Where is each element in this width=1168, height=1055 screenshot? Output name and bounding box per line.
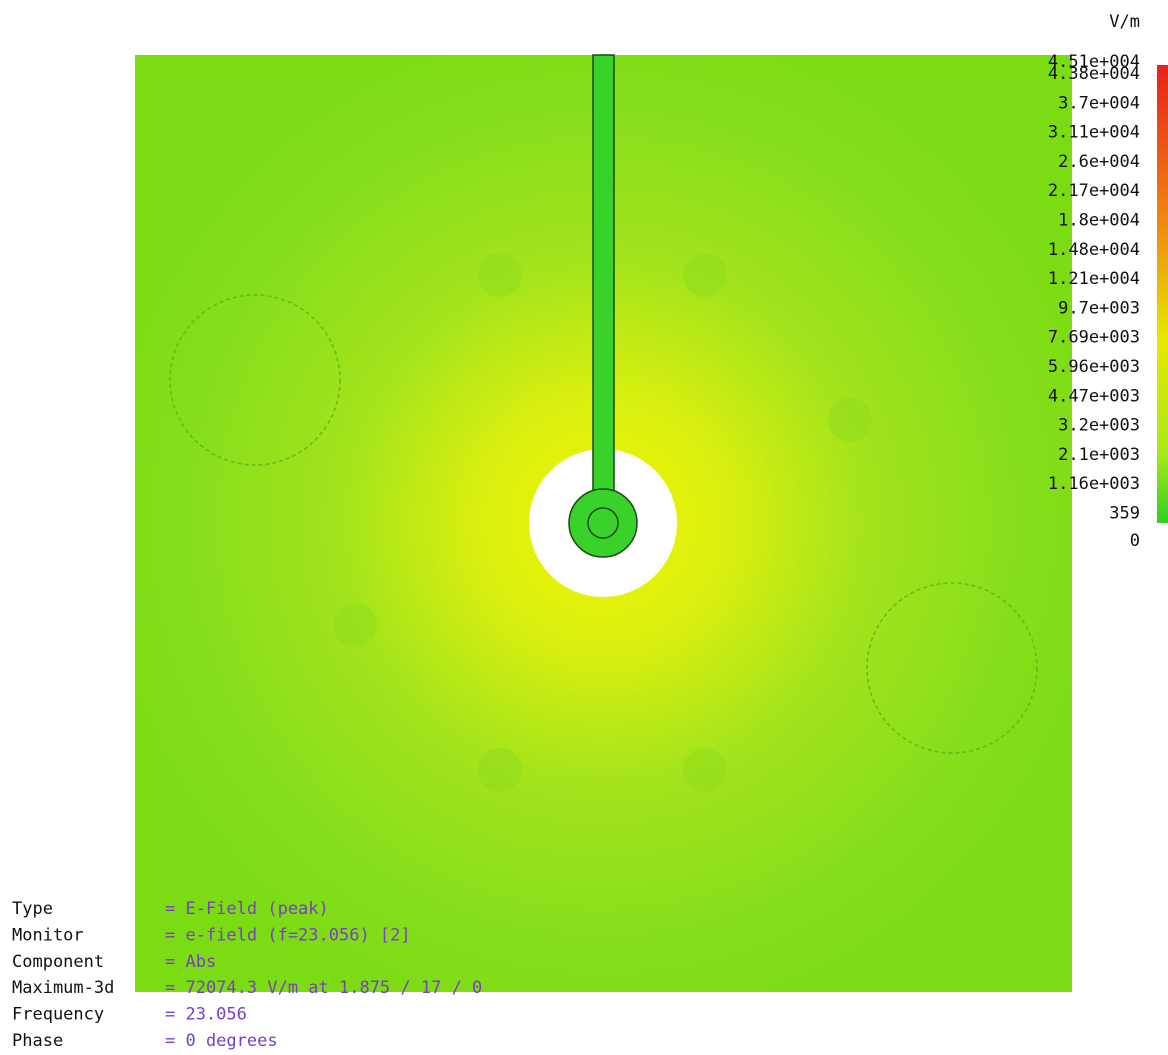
colorbar-label: 0 xyxy=(1130,531,1140,551)
colorbar-label: 3.11e+004 xyxy=(1048,123,1140,143)
colorbar-label: 4.38e+004 xyxy=(1048,64,1140,84)
feed-via xyxy=(587,507,619,539)
colorbar-label: 1.16e+003 xyxy=(1048,474,1140,494)
colorbar-label: 1.8e+004 xyxy=(1058,211,1140,231)
colorbar-unit: V/m xyxy=(1109,12,1140,32)
info-key: Monitor xyxy=(12,925,84,945)
dielectric-holes xyxy=(169,294,1038,754)
info-key: Maximum-3d xyxy=(12,978,114,998)
colorbar xyxy=(1157,65,1168,523)
colorbar-label: 359 xyxy=(1109,504,1140,524)
colorbar-label: 3.2e+003 xyxy=(1058,416,1140,436)
small-hole xyxy=(683,253,727,297)
small-hole xyxy=(478,253,522,297)
colorbar-label: 4.47e+003 xyxy=(1048,386,1140,406)
small-holes xyxy=(333,253,872,792)
feed-line xyxy=(592,54,615,501)
small-hole xyxy=(333,603,377,647)
info-value: = E-Field (peak) xyxy=(165,899,329,919)
colorbar-label: 2.1e+003 xyxy=(1058,445,1140,465)
colorbar-label: 2.17e+004 xyxy=(1048,181,1140,201)
colorbar-label: 4.51e+004 xyxy=(1048,52,1140,72)
colorbar-label: 3.7e+004 xyxy=(1058,93,1140,113)
colorbar-label: 7.69e+003 xyxy=(1048,328,1140,348)
colorbar-label: 2.6e+004 xyxy=(1058,152,1140,172)
info-value: = 23.056 xyxy=(165,1005,247,1025)
info-key: Type xyxy=(12,899,53,919)
colorbar-label: 9.7e+003 xyxy=(1058,298,1140,318)
small-hole xyxy=(478,748,522,792)
info-table: Type = E-Field (peak) Monitor = e-field (f=… xyxy=(12,899,482,1051)
small-hole xyxy=(683,748,727,792)
colorbar-label: 5.96e+003 xyxy=(1048,357,1140,377)
large-hole xyxy=(169,294,341,466)
info-value: = 72074.3 V/m at 1.875 / 17 / 0 xyxy=(165,978,482,998)
colorbar-label: 1.48e+004 xyxy=(1048,240,1140,260)
info-value: = Abs xyxy=(165,952,216,972)
info-key: Component xyxy=(12,952,104,972)
small-hole xyxy=(828,398,872,442)
info-value: = 0 degrees xyxy=(165,1031,278,1051)
info-key: Frequency xyxy=(12,1005,104,1025)
colorbar-label: 1.21e+004 xyxy=(1048,269,1140,289)
info-value: = e-field (f=23.056) [2] xyxy=(165,925,411,945)
info-key: Phase xyxy=(12,1031,63,1051)
large-hole xyxy=(866,582,1038,754)
